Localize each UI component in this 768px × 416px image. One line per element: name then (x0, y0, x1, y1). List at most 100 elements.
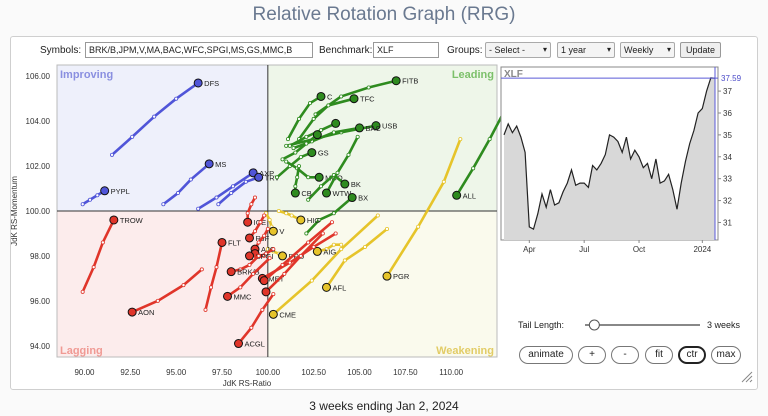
tail-point (304, 134, 309, 139)
tail-head-point (245, 251, 254, 261)
tail-head-point (268, 309, 278, 319)
tail-head-point (316, 91, 326, 101)
tail-head-point (331, 118, 341, 128)
tail-line (229, 254, 260, 273)
tail-label: WTW (333, 189, 353, 198)
tail-point (252, 195, 257, 200)
update-button[interactable]: Update (680, 42, 722, 58)
tail-head-point (204, 159, 214, 169)
tail-label: BK (351, 180, 361, 189)
tail-point (471, 166, 476, 171)
rrg-x-tick-label: 92.50 (120, 368, 141, 377)
tail-label: BX (358, 194, 368, 203)
tail-head-point (382, 271, 392, 281)
tail-line (237, 292, 275, 345)
tail-point (326, 103, 331, 108)
tail-head-point (268, 226, 278, 236)
tail-point (188, 177, 193, 182)
tail-label: AXP (259, 169, 274, 178)
tail-point (249, 202, 254, 207)
tail-point (230, 184, 235, 189)
center-button[interactable]: ctr (678, 346, 706, 364)
tail-point (214, 195, 219, 200)
period-select[interactable]: 1 year (557, 42, 615, 58)
max-button[interactable]: max (711, 346, 741, 364)
zoom-out-button[interactable]: - (611, 346, 639, 364)
tail-length-slider[interactable] (588, 319, 600, 331)
tail-point (271, 247, 276, 252)
tail-line (204, 241, 224, 312)
quadrant-label-weakening: Weakening (436, 345, 494, 357)
tail-head-point (322, 282, 331, 292)
tail-label: SPGI (256, 252, 274, 261)
tail-point (289, 213, 294, 218)
tail-point (318, 128, 323, 133)
tail-point (318, 184, 323, 189)
price-x-tick-label: Jul (579, 245, 589, 254)
tail-label: AFL (333, 283, 347, 292)
quadrant-lagging (57, 211, 268, 357)
symbols-input[interactable]: BRK/B,JPM,V,MA,BAC,WFC,SPGI,MS,GS,MMC,B (85, 42, 313, 58)
tail-label: FLT (228, 238, 241, 247)
tail-line (292, 126, 361, 150)
tail-point (295, 175, 300, 180)
tail-line (281, 133, 319, 161)
zoom-in-button[interactable]: + (578, 346, 606, 364)
tail-line (81, 218, 116, 294)
price-x-tick-label: Oct (633, 245, 646, 254)
tail-point (80, 202, 85, 207)
fit-button[interactable]: fit (645, 346, 673, 364)
tail-point (274, 175, 279, 180)
quadrant-label-improving: Improving (60, 69, 113, 81)
rrg-y-tick-label: 104.00 (26, 117, 51, 126)
tail-point (355, 134, 360, 139)
benchmark-price-line (503, 77, 716, 230)
tail-point (196, 206, 201, 211)
tail-label: TRV (265, 173, 280, 182)
date-caption: 3 weeks ending Jan 2, 2024 (309, 399, 459, 413)
tail-point (293, 150, 298, 155)
rrg-x-tick-label: 110.00 (439, 368, 463, 377)
tail-head-point (322, 188, 331, 198)
tail-line (286, 95, 323, 141)
tail-point (331, 130, 336, 135)
benchmark-input[interactable]: XLF (373, 42, 439, 58)
tail-head-point (355, 123, 364, 133)
tail-head-point (100, 186, 110, 196)
tail-point (304, 141, 309, 146)
tail-point (91, 265, 96, 270)
tail-line (226, 256, 271, 298)
tail-point (258, 220, 263, 225)
tail-head-point (254, 172, 264, 182)
tail-label: ACGL (245, 340, 265, 349)
tail-head-point (347, 193, 357, 203)
tail-head-point (109, 215, 119, 225)
rrg-y-tick-label: 102.00 (26, 162, 51, 171)
tail-point (296, 116, 301, 121)
quadrant-label-leading: Leading (452, 69, 494, 81)
tail-line (217, 176, 260, 206)
tail-point (306, 240, 311, 245)
benchmark-label: Benchmark: (319, 45, 373, 56)
price-y-tick-label: 35 (723, 131, 732, 140)
groups-select[interactable]: - Select - (485, 42, 551, 58)
tail-point (251, 271, 256, 276)
tail-point (280, 262, 285, 267)
tail-point (306, 197, 311, 202)
tail-line (325, 135, 359, 195)
tail-label: AON (138, 308, 154, 317)
price-y-tick-label: 36 (723, 109, 732, 118)
tail-line (297, 97, 356, 141)
tail-head-point (340, 179, 350, 189)
animate-button[interactable]: animate (519, 346, 573, 364)
page-title: Relative Rotation Graph (RRG) (252, 4, 516, 25)
frequency-select[interactable]: Weekly (620, 42, 675, 58)
tail-point (384, 226, 389, 231)
tail-label: PYPL (111, 187, 130, 196)
groups-label: Groups: (447, 45, 483, 56)
tail-head-point (259, 276, 269, 286)
tail-point (375, 213, 380, 218)
rrg-x-tick-label: 107.50 (393, 368, 418, 377)
tail-length-value: 3 weeks (707, 320, 741, 330)
tail-point (267, 256, 272, 261)
